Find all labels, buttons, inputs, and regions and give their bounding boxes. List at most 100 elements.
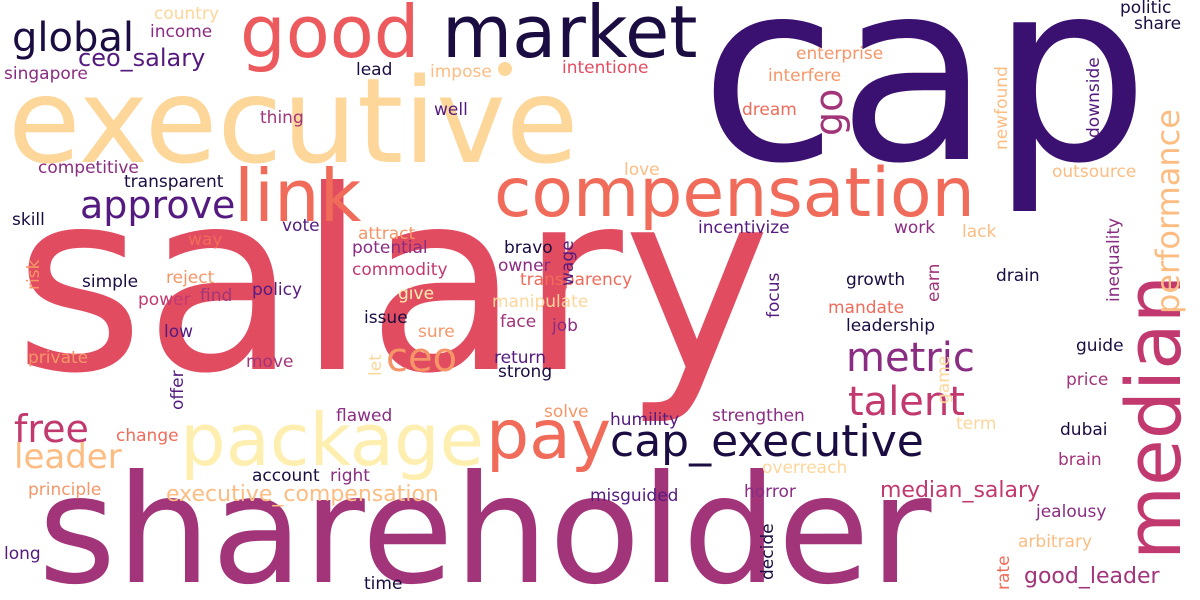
word-owner: owner xyxy=(498,256,551,276)
word-global: global xyxy=(12,15,134,61)
word-guide: guide xyxy=(1076,336,1124,356)
word-talent: talent xyxy=(848,379,965,425)
word-right: right xyxy=(330,466,370,486)
word-principle: principle xyxy=(28,480,102,500)
word-leader: leader xyxy=(14,437,122,477)
word-offer: offer xyxy=(168,370,188,410)
word-horror: horror xyxy=(744,482,796,502)
word-ceo: ceo xyxy=(386,335,458,381)
word-good-leader: good_leader xyxy=(1024,564,1160,589)
word-drain: drain xyxy=(996,266,1040,286)
word-thing: thing xyxy=(260,108,304,128)
word-work: work xyxy=(894,218,936,238)
word-issue: issue xyxy=(364,308,408,328)
word-way: way xyxy=(188,230,223,250)
word-income: income xyxy=(150,22,213,42)
word-singapore: singapore xyxy=(4,64,88,84)
word-private: private xyxy=(28,348,89,368)
word-sure: sure xyxy=(418,322,455,342)
word-lack: lack xyxy=(962,222,997,242)
word-incentivize: incentivize xyxy=(698,218,790,238)
word-politic: politic xyxy=(1120,0,1172,18)
word-flawed: flawed xyxy=(336,406,393,426)
word-simple: simple xyxy=(82,272,139,292)
word-strengthen: strengthen xyxy=(712,406,805,426)
word-let: let xyxy=(366,354,386,376)
word-cap-executive: cap_executive xyxy=(610,416,924,467)
word-job: job xyxy=(552,316,578,336)
word-long: long xyxy=(4,544,41,564)
word-good: good xyxy=(240,0,420,74)
word-reject: reject xyxy=(166,268,215,288)
word-cap: cap xyxy=(700,0,1150,218)
word-humility: humility xyxy=(610,410,680,430)
word-wage: wage xyxy=(558,240,578,286)
word-focus: focus xyxy=(764,272,784,318)
word-skill: skill xyxy=(12,210,45,230)
word-term: term xyxy=(956,414,997,434)
word-mandate: mandate xyxy=(828,298,905,318)
word-market: market xyxy=(442,0,698,74)
word-pay: pay xyxy=(486,396,612,475)
word-metric: metric xyxy=(846,335,975,381)
word-potential: potential xyxy=(352,238,428,258)
word-attract: attract xyxy=(358,224,416,244)
word-account: account xyxy=(252,466,320,486)
word-salary: salary xyxy=(14,137,771,428)
word-overreach: overreach xyxy=(762,458,848,478)
word-leadership: leadership xyxy=(846,316,935,336)
word-ceo-salary: ceo_salary xyxy=(78,44,206,72)
word-face: face xyxy=(500,312,537,332)
word-country: country xyxy=(154,4,220,24)
word-dream: dream xyxy=(742,100,797,120)
word-transparency: transparency xyxy=(520,270,633,290)
word-time: time xyxy=(364,574,403,594)
word-give: give xyxy=(398,284,435,304)
word-share: share xyxy=(1134,14,1182,34)
word-enterprise: enterprise xyxy=(796,44,884,64)
word-well: well xyxy=(434,100,468,120)
word-policy: policy xyxy=(252,280,303,300)
word-outsource: outsource xyxy=(1052,162,1137,182)
word-inequality: inequality xyxy=(1104,217,1124,302)
word-impose: impose xyxy=(430,62,492,82)
word-move: move xyxy=(246,352,294,372)
word-game: game xyxy=(934,355,954,404)
word-vote: vote xyxy=(282,216,320,236)
word-free: free xyxy=(14,407,89,451)
word-strong: strong xyxy=(498,362,553,382)
word-executive: executive xyxy=(8,52,579,190)
word-median-salary: median_salary xyxy=(880,478,1041,503)
word-misguided: misguided xyxy=(590,486,679,506)
word-link: link xyxy=(234,154,362,238)
word-competitive: competitive xyxy=(38,158,139,178)
word-executive-compensation: executive_compensation xyxy=(166,482,439,507)
word-lead: lead xyxy=(356,60,393,80)
word-performance: performance xyxy=(1149,109,1187,314)
dot-mark xyxy=(498,62,512,76)
word-compensation: compensation xyxy=(494,154,975,233)
word-transparent: transparent xyxy=(124,172,224,192)
word-change: change xyxy=(116,426,179,446)
word-risk: risk xyxy=(24,259,44,290)
word-rate: rate xyxy=(994,555,1014,590)
word-power: power xyxy=(138,290,191,310)
word-growth: growth xyxy=(846,270,906,290)
word-earn: earn xyxy=(924,263,944,302)
word-jealousy: jealousy xyxy=(1036,502,1107,522)
word-package: package xyxy=(180,398,484,482)
word-price: price xyxy=(1066,370,1109,390)
word-go: go xyxy=(807,88,851,136)
word-arbitrary: arbitrary xyxy=(1018,532,1093,552)
word-love: love xyxy=(624,160,660,180)
word-find: find xyxy=(200,286,233,306)
word-decide: decide xyxy=(758,523,778,580)
word-newfound: newfound xyxy=(992,66,1012,150)
word-brain: brain xyxy=(1058,450,1102,470)
word-shareholder: shareholder xyxy=(38,444,932,600)
word-median: median xyxy=(1109,275,1198,560)
word-solve: solve xyxy=(544,402,589,422)
word-bravo: bravo xyxy=(504,238,553,258)
word-commodity: commodity xyxy=(352,260,448,280)
